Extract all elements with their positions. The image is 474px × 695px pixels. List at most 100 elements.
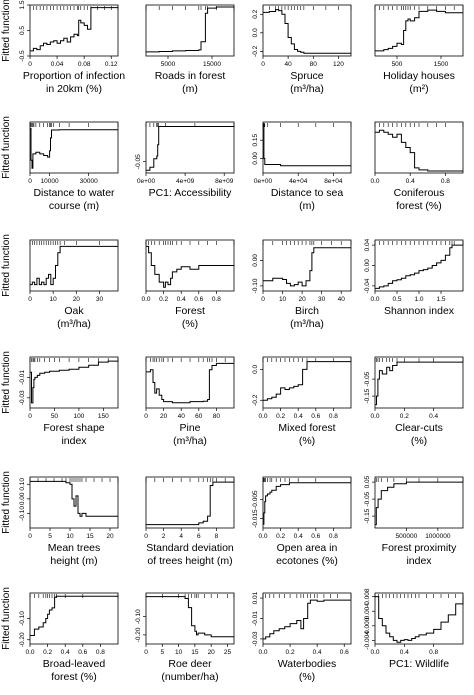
x-tick-label: 10000 (41, 178, 59, 185)
rug-marks (262, 478, 352, 482)
y-axis-label: Fitted function (1, 351, 12, 414)
x-tick-label: 0.4 (177, 296, 186, 303)
y-tick-label: -0.15 (364, 508, 371, 523)
panel: 0.0 0.2 0.4 -0.15 -0.05 Clear-cuts(%) (364, 356, 464, 447)
plot-frame (374, 121, 464, 174)
x-tick-label: 0 (28, 61, 32, 68)
fitted-curve (263, 247, 351, 287)
x-tick-label: 0.8 (441, 178, 450, 185)
x-tick-label: 0.4 (429, 413, 438, 420)
x-tick-label: 0.0 (258, 649, 267, 656)
x-tick-label: 0 (261, 61, 265, 68)
y-tick-label: -0.01 (252, 611, 259, 626)
y-tick-label: 0.15 (252, 134, 259, 147)
fitted-curve (263, 599, 351, 640)
plot-frame (29, 476, 119, 529)
x-tick-label: 40 (178, 413, 186, 420)
x-tick-label: 8e+09 (215, 178, 234, 185)
plot-frame (262, 121, 352, 174)
panel: 0 10 20 30 40 -0.10 0.00 Birch(m³/ha) (252, 239, 352, 330)
y-tick-label: -0.2 (252, 394, 259, 406)
y-tick-label: -0.03 (19, 390, 26, 405)
x-axis-label: Spruce (290, 70, 323, 82)
y-tick-label: 0.0 (252, 28, 259, 37)
x-tick-label: 6 (197, 533, 201, 540)
x-tick-label: 15 (86, 533, 94, 540)
x-axis-label: forest (%) (396, 200, 442, 212)
plot-frame (145, 592, 235, 645)
x-tick-label: 0.6 (311, 533, 320, 540)
x-tick-label: 5 (160, 649, 164, 656)
x-tick-label: 0.4 (294, 413, 303, 420)
panel: 0 40 80 120 -0.2 0.0 0.2 Spruce(m³/ha) (252, 4, 352, 95)
x-tick-label: 0.8 (212, 296, 221, 303)
x-axis-label: (%) (411, 435, 427, 447)
y-tick-label: -0.20 (19, 632, 26, 647)
x-tick-label: 4e+09 (176, 178, 195, 185)
y-tick-label: -0.05 (364, 491, 371, 506)
x-axis-label: Roads in forest (155, 70, 226, 82)
x-axis-label: ecotones (%) (276, 555, 338, 567)
rug-marks (145, 478, 235, 482)
x-tick-label: 0.0 (258, 533, 267, 540)
plot-frame (262, 239, 352, 292)
panel: 5000 15000 Roads in forest(m) (145, 4, 235, 95)
y-tick-label: -0.10 (19, 506, 26, 521)
y-tick-label: -0.05 (135, 154, 142, 169)
fitted-curve (30, 480, 118, 517)
rug-marks (145, 358, 235, 362)
plot-frame (29, 592, 119, 645)
panel: 0 5 10 15 20 25 -0.20 -0.10 Roe deer(number/ha) (135, 592, 235, 683)
fitted-curve (375, 361, 463, 406)
y-axis-label: Fitted function (1, 471, 12, 534)
x-axis-label: Forest shape (43, 422, 104, 434)
x-tick-label: 0 (28, 296, 32, 303)
x-tick-label: 20 (298, 296, 306, 303)
x-tick-label: 0e+00 (254, 178, 273, 185)
x-axis-label: PC1: Accessibility (149, 187, 233, 199)
plot-frame (145, 476, 235, 529)
x-tick-label: 0.2 (276, 413, 285, 420)
x-tick-label: 150 (98, 413, 109, 420)
x-tick-label: 60 (195, 413, 203, 420)
x-axis-label: (m) (182, 83, 198, 95)
x-tick-label: 0.0 (258, 413, 267, 420)
x-tick-label: 500000 (396, 533, 418, 540)
x-tick-label: 8 (215, 533, 219, 540)
plot-frame (262, 476, 352, 529)
x-axis-label: height (m) (50, 555, 97, 567)
x-tick-label: 0.6 (340, 649, 349, 656)
x-axis-label: Waterbodies (278, 658, 337, 670)
x-tick-label: 0.04 (51, 61, 64, 68)
fitted-curve (263, 123, 351, 167)
fitted-curve (30, 245, 118, 286)
x-tick-label: 0.2 (276, 533, 285, 540)
y-tick-label: 0.10 (19, 478, 26, 491)
panel: 500000 1000000 -0.15 -0.05 0.05 Forest proxim… (364, 475, 464, 567)
fitted-curve (146, 126, 234, 171)
x-axis-label: Forest proximity (382, 542, 457, 554)
x-tick-label: 20 (106, 533, 114, 540)
y-tick-label: -0.004 (364, 631, 371, 650)
y-tick-label: 0.00 (364, 259, 371, 272)
x-tick-label: 10 (66, 533, 74, 540)
x-axis-label: (m³/ha) (290, 83, 324, 95)
fitted-curve (263, 482, 351, 525)
x-tick-label: 0.4 (61, 649, 70, 656)
x-axis-label: (m³/ha) (290, 318, 324, 330)
y-tick-label: -0.5 (19, 50, 26, 62)
x-tick-label: 1500 (434, 61, 449, 68)
x-axis-label: Pine (179, 422, 200, 434)
panel: 0 0.04 0.08 0.12 -0.5 0.5 1.5 Proportion of inf… (19, 0, 125, 95)
rug-marks (29, 123, 119, 127)
x-tick-label: 0.0 (370, 649, 379, 656)
x-tick-label: 0.4 (313, 649, 322, 656)
x-axis-label: Clear-cuts (395, 422, 443, 434)
x-tick-label: 5 (48, 533, 52, 540)
x-tick-label: 0.5 (392, 296, 401, 303)
x-axis-label: index (61, 435, 87, 447)
